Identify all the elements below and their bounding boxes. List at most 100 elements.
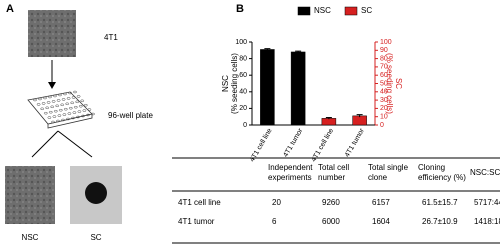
well [80, 99, 85, 103]
y2-tick-label: 50 [380, 80, 388, 87]
well-plate [27, 91, 93, 125]
split-line [57, 130, 93, 158]
well [71, 96, 76, 99]
well [53, 94, 57, 98]
table-header: Cloning efficiency (%) [418, 163, 466, 182]
well [76, 115, 80, 119]
legend-label: NSC [314, 6, 331, 15]
well [52, 115, 57, 118]
well-plate [47, 114, 93, 129]
well [58, 93, 62, 97]
nsc-image [5, 166, 55, 224]
y2-tick-label: 30 [380, 97, 388, 104]
well [71, 116, 75, 120]
y2-tick-label: 80 [380, 55, 388, 62]
y-tick-label: 80 [239, 55, 247, 62]
well [73, 105, 78, 109]
well [68, 106, 73, 110]
table-cell: 4T1 tumor [178, 217, 215, 226]
image-label: NSC [22, 233, 39, 242]
image-label: SC [90, 233, 101, 242]
arrow-head [48, 82, 56, 89]
well [66, 117, 70, 121]
table-cell: 1604 [372, 217, 390, 226]
y-axis-label-line: NSC [221, 75, 230, 92]
y-axis-label: NSC(% seeding cells) [221, 53, 239, 114]
well [72, 111, 77, 114]
well [60, 103, 65, 107]
table-header: Independent experiments [268, 163, 313, 182]
table-header: Total single clone [368, 163, 409, 182]
legend-label: SC [361, 6, 372, 15]
well [43, 96, 47, 100]
y2-tick-label: 20 [380, 105, 388, 112]
table-header-line: Cloning [418, 163, 445, 172]
table-header-line: number [318, 173, 345, 182]
y-tick-label: 60 [239, 72, 247, 79]
x-tick-label: 4T1 tumor [282, 127, 304, 159]
table-header-line: Independent [268, 163, 313, 172]
bar [260, 49, 275, 126]
y2-tick-label: 40 [380, 89, 388, 96]
sphere [85, 182, 107, 204]
well [56, 119, 60, 123]
y-tick-label: 0 [243, 122, 247, 129]
well [40, 107, 45, 111]
table-cell: 1418:186 [474, 217, 500, 226]
bar [290, 51, 306, 126]
well [43, 111, 48, 115]
well [46, 101, 51, 104]
well [61, 98, 66, 101]
table-cell: 4T1 cell line [178, 198, 221, 207]
table-header-line: experiments [268, 173, 312, 182]
well [77, 110, 82, 113]
well [70, 101, 75, 105]
table-cell: 26.7±10.9 [422, 217, 458, 226]
bar [321, 118, 337, 126]
table-cell: 61.5±15.7 [422, 198, 458, 207]
table-cell: 6 [272, 217, 277, 226]
y2-tick-label: 100 [380, 39, 392, 46]
y-tick-label: 40 [239, 89, 247, 96]
well [81, 114, 85, 118]
bar [352, 115, 367, 126]
split-line [31, 130, 59, 158]
well [38, 97, 42, 101]
well [66, 97, 71, 100]
well [50, 105, 55, 109]
well [63, 107, 68, 111]
panel-label: A [6, 3, 14, 15]
well [33, 98, 37, 102]
well [53, 109, 58, 113]
table-cell: 20 [272, 198, 281, 207]
well [75, 100, 80, 104]
well [67, 112, 72, 115]
y2-axis-label-line: (% seeding cells) [385, 53, 394, 114]
well [48, 110, 53, 114]
table-cell: 5717:440 [474, 198, 500, 207]
well [91, 112, 95, 116]
y-tick-label: 100 [235, 39, 247, 46]
y2-tick-label: 90 [380, 47, 388, 54]
well [55, 104, 60, 108]
wells [33, 90, 95, 124]
well [73, 90, 77, 94]
well [36, 103, 41, 106]
panel-label: B [236, 3, 244, 15]
table-header-line: clone [368, 173, 388, 182]
legend-swatch [297, 6, 311, 16]
y2-tick-label: 60 [380, 72, 388, 79]
well [51, 100, 56, 103]
table-cell: 6000 [322, 217, 340, 226]
well [65, 102, 70, 106]
well [51, 120, 55, 124]
y2-tick-label: 70 [380, 64, 388, 71]
table-header: Total cell number [318, 163, 349, 182]
table-cell: 6157 [372, 198, 390, 207]
y-tick-label: 20 [239, 105, 247, 112]
table-header: NSC:SC [470, 168, 500, 177]
well [62, 113, 67, 116]
table-cell: 9260 [322, 198, 340, 207]
well [61, 118, 65, 122]
